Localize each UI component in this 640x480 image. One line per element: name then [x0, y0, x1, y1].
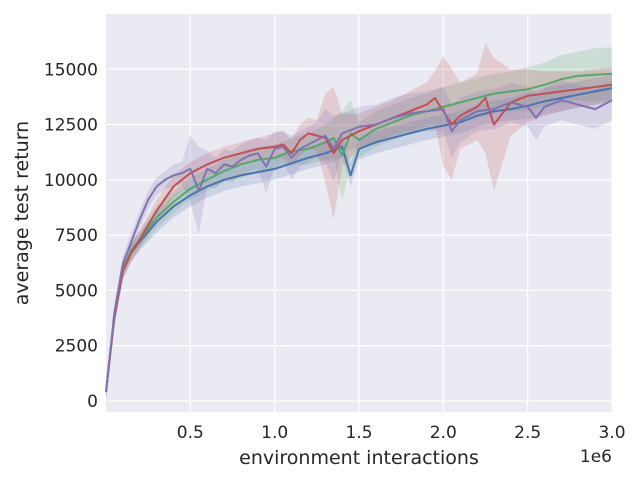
grid — [106, 14, 613, 412]
series-band-4 — [106, 80, 612, 399]
series-lines — [105, 72, 613, 393]
series-band-3 — [106, 42, 612, 399]
series-line-1 — [105, 87, 613, 393]
y-tick-label: 10000 — [44, 171, 98, 191]
x-tick-label: 1.0 — [261, 423, 288, 443]
y-tick-label: 15000 — [44, 60, 98, 80]
x-axis-offset-label: 1e6 — [580, 447, 612, 467]
series-line-3 — [105, 83, 613, 393]
y-tick-label: 12500 — [44, 116, 98, 136]
x-axis-label: environment interactions — [239, 447, 479, 469]
y-tick-label: 2500 — [55, 337, 98, 357]
y-tick-label: 5000 — [55, 281, 98, 301]
x-tick-label: 3.0 — [598, 423, 625, 443]
y-tick-label: 7500 — [55, 226, 98, 246]
series-band-2 — [106, 47, 612, 399]
y-tick-label: 0 — [87, 392, 98, 412]
y-axis-label: average test return — [11, 121, 33, 305]
x-tick-label: 2.0 — [430, 423, 457, 443]
series-line-4 — [105, 99, 613, 393]
tick-labels: 0.5 1.0 1.5 2.0 2.5 3.0 0 2500 5000 7500 10000 1250… — [44, 60, 626, 443]
x-tick-label: 2.5 — [514, 423, 541, 443]
x-tick-label: 0.5 — [177, 423, 204, 443]
series-line-2 — [105, 72, 613, 393]
x-tick-label: 1.5 — [345, 423, 372, 443]
